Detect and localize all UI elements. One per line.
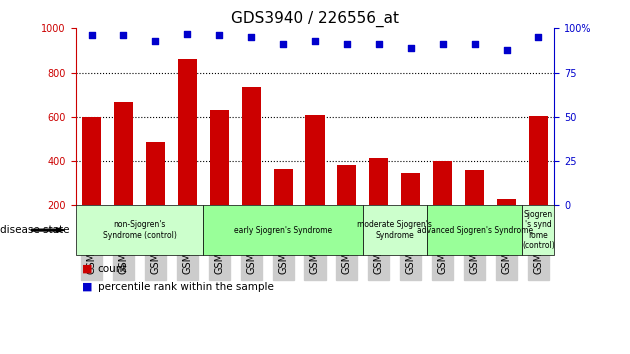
Point	[501, 47, 512, 52]
Text: ■: ■	[82, 264, 93, 274]
Point	[214, 33, 224, 38]
Bar	[178, 59, 197, 250]
Point	[374, 41, 384, 47]
Point	[86, 33, 96, 38]
Point	[310, 38, 320, 44]
Bar	[306, 115, 324, 250]
Bar	[497, 199, 516, 250]
Bar	[401, 173, 420, 250]
Bar	[241, 87, 261, 250]
Bar	[529, 116, 548, 250]
Bar	[369, 158, 389, 250]
Point	[534, 34, 544, 40]
Bar	[433, 161, 452, 250]
Point	[118, 33, 129, 38]
Bar	[210, 110, 229, 250]
Text: disease state: disease state	[0, 225, 69, 235]
Bar	[146, 142, 165, 250]
Text: percentile rank within the sample: percentile rank within the sample	[98, 282, 273, 292]
Point	[151, 38, 161, 44]
Bar	[114, 102, 133, 250]
Point	[469, 41, 479, 47]
Bar	[337, 166, 357, 250]
Bar	[82, 117, 101, 250]
Bar	[273, 169, 293, 250]
Text: Sjogren
's synd
rome
(control): Sjogren 's synd rome (control)	[522, 210, 555, 250]
Point	[342, 41, 352, 47]
Title: GDS3940 / 226556_at: GDS3940 / 226556_at	[231, 11, 399, 27]
Bar	[465, 170, 484, 250]
Point	[246, 34, 256, 40]
Text: advanced Sjogren's Syndrome: advanced Sjogren's Syndrome	[416, 225, 532, 235]
Point	[182, 31, 192, 36]
Point	[278, 41, 288, 47]
Point	[406, 45, 416, 51]
Text: moderate Sjogren's
Syndrome: moderate Sjogren's Syndrome	[357, 221, 432, 240]
Text: count: count	[98, 264, 127, 274]
Point	[438, 41, 448, 47]
Text: early Sjogren's Syndrome: early Sjogren's Syndrome	[234, 225, 332, 235]
Text: non-Sjogren's
Syndrome (control): non-Sjogren's Syndrome (control)	[103, 221, 176, 240]
Text: ■: ■	[82, 282, 93, 292]
